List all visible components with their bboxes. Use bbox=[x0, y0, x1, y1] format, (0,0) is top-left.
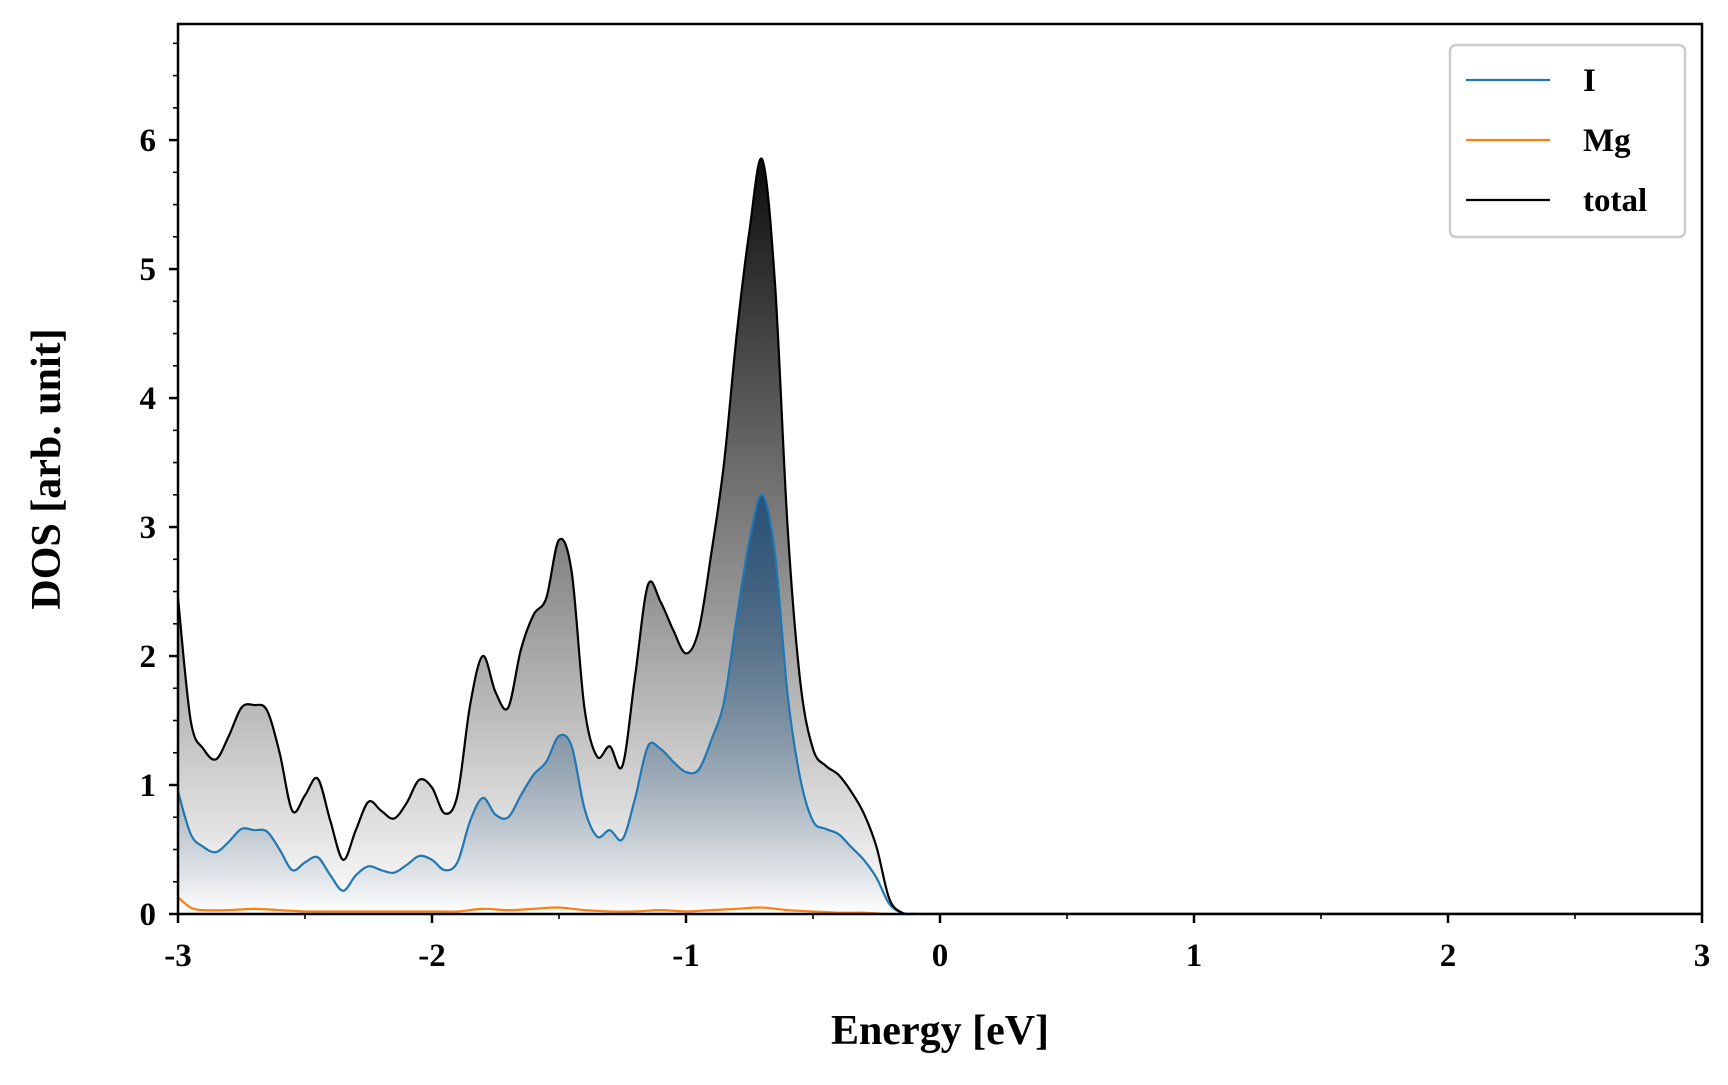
plot-frame bbox=[176, 22, 1704, 916]
y-tick-label: 3 bbox=[140, 510, 157, 546]
x-tick-label: 2 bbox=[1440, 938, 1457, 974]
x-tick-label: -2 bbox=[418, 938, 446, 974]
legend-label-total: total bbox=[1583, 183, 1647, 219]
x-axis-label: Energy [eV] bbox=[831, 1008, 1049, 1054]
area-fills bbox=[178, 158, 1702, 914]
y-axis-label: DOS [arb. unit] bbox=[24, 328, 70, 609]
fill-total bbox=[178, 158, 1702, 914]
x-tick-label: 0 bbox=[932, 938, 949, 974]
x-tick-label: 3 bbox=[1694, 938, 1711, 974]
x-tick-label: -1 bbox=[672, 938, 700, 974]
legend-label-mg: Mg bbox=[1583, 123, 1631, 159]
series-lines bbox=[178, 157, 1702, 914]
legend-label-i: I bbox=[1583, 63, 1596, 99]
legend-box bbox=[1448, 43, 1687, 239]
y-tick-label: 4 bbox=[140, 381, 157, 417]
x-tick-label: 1 bbox=[1186, 938, 1203, 974]
fill-i bbox=[178, 494, 1702, 914]
tick-labels: -3 -2 -1 0 1 2 3 0 1 2 3 4 5 6 bbox=[140, 123, 1711, 974]
y-tick-label: 2 bbox=[140, 639, 157, 675]
y-tick-label: 6 bbox=[140, 123, 157, 159]
series-line-i bbox=[178, 493, 1702, 914]
series-line-total bbox=[178, 157, 1702, 914]
y-tick-label: 1 bbox=[140, 768, 157, 804]
y-tick-label: 0 bbox=[140, 897, 157, 933]
x-tick-label: -3 bbox=[164, 938, 192, 974]
y-tick-label: 5 bbox=[140, 252, 157, 288]
legend: I Mg total bbox=[1448, 43, 1687, 239]
